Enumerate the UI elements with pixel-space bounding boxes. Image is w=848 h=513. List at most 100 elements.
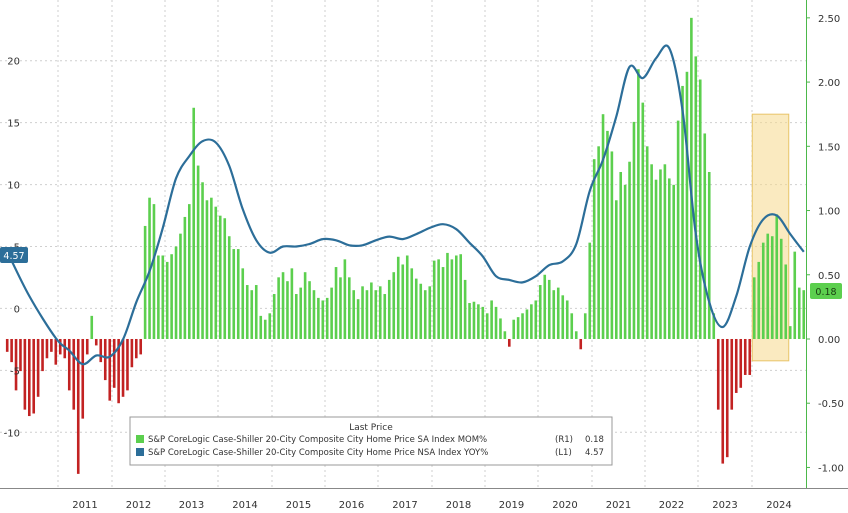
left-callout: 4.57 (0, 247, 28, 263)
mom-bar (534, 300, 538, 339)
mom-bar (201, 182, 204, 339)
tick-labels: -10-505101520-1.00-0.500.000.501.001.502… (4, 14, 844, 511)
legend-swatch-yoy (136, 448, 144, 456)
mom-bar (245, 285, 249, 339)
mom-bar (592, 159, 596, 339)
mom-bar (610, 151, 614, 339)
mom-bar (19, 338, 22, 372)
x-tick-label: 2011 (72, 500, 97, 511)
mom-bar (99, 338, 103, 363)
mom-bar (232, 249, 236, 339)
mom-bar (437, 259, 440, 339)
right-callout: 0.18 (810, 283, 842, 299)
mom-bar (725, 338, 729, 458)
mom-bar (121, 338, 125, 397)
mom-bar (459, 254, 463, 339)
left-callout-label: 4.57 (3, 251, 24, 262)
mom-bar (712, 313, 716, 339)
mom-bar (63, 338, 67, 359)
mom-bar (570, 313, 574, 339)
left-tick-label: -5 (10, 366, 20, 377)
mom-bar (179, 233, 182, 339)
mom-bar (734, 338, 738, 393)
mom-bar (117, 338, 120, 404)
mom-bar (321, 300, 325, 339)
mom-bar (236, 249, 240, 339)
mom-bar (574, 331, 578, 339)
mom-bar (477, 304, 480, 339)
mom-bar (676, 120, 680, 339)
right-callout-label: 0.18 (815, 287, 836, 298)
mom-bar (259, 315, 263, 339)
mom-bar (325, 297, 329, 339)
mom-bar (556, 287, 560, 339)
right-callout-box (810, 283, 842, 299)
mom-bar (606, 130, 609, 339)
x-tick-label: 2018 (446, 500, 471, 511)
mom-bar (308, 281, 311, 339)
mom-bar (317, 297, 320, 339)
mom-bar (383, 294, 387, 339)
mom-bar (365, 290, 369, 339)
mom-bars (5, 17, 806, 474)
mom-bar (405, 255, 409, 339)
mom-bar (218, 215, 222, 339)
mom-bar (547, 279, 551, 339)
mom-bar (58, 338, 62, 355)
mom-bar (139, 338, 143, 355)
mom-bar (401, 264, 405, 339)
mom-bar (263, 319, 267, 339)
mom-bar (286, 281, 289, 339)
mom-bar (174, 246, 178, 339)
gridlines (0, 0, 806, 488)
mom-bar (450, 259, 454, 339)
mom-bar (50, 338, 53, 352)
mom-bar (414, 278, 418, 339)
mom-bar (663, 164, 667, 339)
x-tick-label: 2022 (659, 500, 684, 511)
mom-bar (378, 286, 382, 339)
yoy-line-path (6, 44, 805, 366)
mom-bar (303, 272, 307, 339)
axes (0, 0, 848, 489)
mom-bar (521, 313, 524, 339)
mom-bar (503, 331, 507, 339)
mom-bar (667, 178, 671, 339)
legend-title: Last Price (349, 423, 393, 433)
left-callout-box (0, 247, 28, 263)
legend-label-yoy: S&P CoreLogic Case-Shiller 20-City Compo… (148, 448, 488, 458)
mom-bar (614, 200, 618, 339)
mom-bar (85, 338, 89, 355)
mom-bar (312, 290, 316, 339)
mom-bar (637, 69, 640, 339)
right-tick-label: 0.00 (818, 335, 840, 346)
yoy-line (6, 44, 805, 366)
mom-bar (507, 338, 511, 347)
legend: Last Price S&P CoreLogic Case-Shiller 20… (129, 416, 613, 466)
mom-bar (90, 315, 94, 339)
mom-bar (797, 287, 801, 339)
mom-bar (530, 304, 533, 339)
right-tick-label: -1.00 (818, 463, 844, 474)
mom-bar (454, 255, 458, 339)
mom-bar (748, 338, 752, 375)
right-tick-label: 1.50 (818, 142, 840, 153)
mom-bar (210, 197, 213, 339)
mom-bar (659, 169, 662, 339)
mom-bar (703, 133, 707, 339)
mom-bar (205, 200, 209, 339)
mom-bar (76, 338, 80, 474)
mom-bar (161, 255, 165, 339)
mom-bar (343, 259, 347, 339)
mom-bar (10, 338, 13, 363)
mom-bar (23, 338, 27, 410)
mom-bar (579, 338, 583, 350)
mom-bar (694, 56, 698, 339)
mom-bar (538, 285, 542, 339)
legend-box (129, 416, 613, 466)
left-tick-label: 20 (7, 57, 20, 68)
mom-bar (583, 313, 587, 339)
x-tick-label: 2014 (232, 500, 257, 511)
left-tick-label: 0 (14, 304, 20, 315)
